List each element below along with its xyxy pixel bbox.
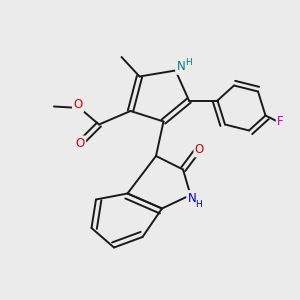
Text: O: O xyxy=(74,98,82,112)
Text: N: N xyxy=(188,191,196,205)
Text: N: N xyxy=(176,60,185,74)
Text: H: H xyxy=(196,200,202,209)
Text: O: O xyxy=(195,143,204,156)
Text: O: O xyxy=(76,137,85,150)
Text: F: F xyxy=(277,115,284,128)
Text: H: H xyxy=(185,58,191,67)
